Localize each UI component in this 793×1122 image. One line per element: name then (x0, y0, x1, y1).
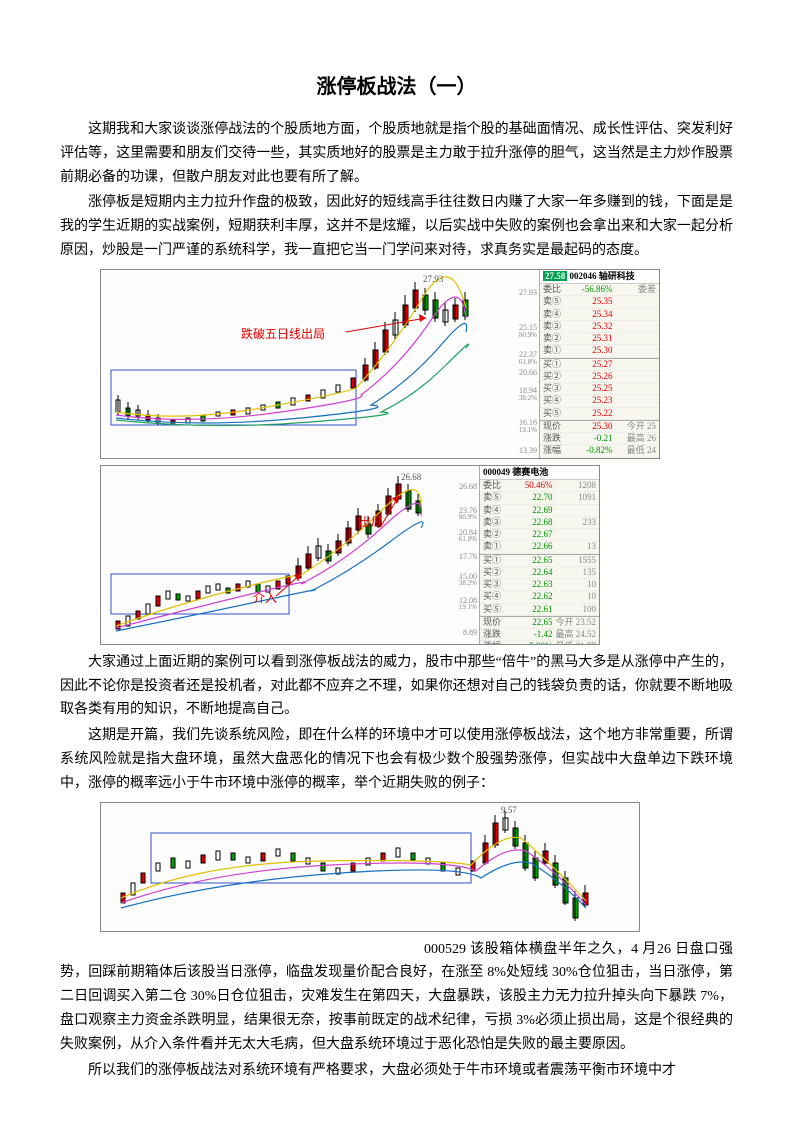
order-row: 卖④25.34 (540, 309, 659, 321)
chart-2-plot: 26.68 (101, 466, 481, 645)
order-row: 买②22.64135 (480, 567, 599, 579)
order-row: 卖①22.6613 (480, 541, 599, 553)
order-row: 买⑤25.22 (540, 408, 659, 420)
order-row: 买⑤22.61100 (480, 604, 599, 616)
chart-2-annotation-out: 出局 (359, 512, 383, 532)
order-row: 买②25.26 (540, 371, 659, 383)
order-row: 买④22.6210 (480, 591, 599, 603)
chart-3: 9.57 (100, 802, 640, 932)
y-axis-label: 38.2% (519, 393, 537, 405)
chart-1-plot: 27.93 (101, 270, 541, 459)
y-axis-label: 27.93 (519, 286, 537, 300)
order-row: 卖④22.69 (480, 505, 599, 517)
quote-row: 现价25.30今开 25 (540, 421, 659, 433)
y-axis-label: 19.1% (519, 425, 537, 437)
order-row: 卖③25.32 (540, 321, 659, 333)
order-row: 卖⑤25.35 (540, 296, 659, 308)
svg-text:26.68: 26.68 (401, 472, 422, 482)
paragraph-2: 涨停板是短期内主力拉升作盘的极致，因此好的短线高手往往数日内赚了大家一年多赚到的… (60, 191, 733, 262)
chart-3-plot: 9.57 (101, 803, 640, 932)
order-row: 卖①25.30 (540, 345, 659, 357)
y-axis-label: 80.9% (519, 330, 537, 342)
chart-2-container: 26.68 介入 出局 000049 德赛电池 委比50.46%1208 卖⑤2… (100, 465, 733, 645)
y-axis-label: 8.89 (463, 626, 477, 640)
page-title: 涨停板战法（一） (60, 70, 733, 104)
chart-1-sidebar: 27.58 002046 轴研科技 委比-56.86%委差 卖⑤25.35卖④2… (539, 270, 659, 458)
quote-row: 涨幅-0.82%最低 24 (540, 445, 659, 457)
quote-row: 总量15198量比 (540, 458, 659, 459)
y-axis-label: 20.66 (519, 366, 537, 380)
y-axis-label: 13.39 (519, 444, 537, 458)
y-axis-label: 19.1% (459, 602, 477, 614)
order-row: 买①22.651555 (480, 555, 599, 567)
y-axis-label: 61.8% (459, 534, 477, 546)
order-row: 买③25.25 (540, 383, 659, 395)
chart-2-sidebar: 000049 德赛电池 委比50.46%1208 卖⑤22.701091卖④22… (479, 466, 599, 644)
order-row: 卖②25.31 (540, 333, 659, 345)
chart-1-container: 27.93 跌破五日线出局 27.58 002046 轴研科技 委比-56.86… (100, 269, 733, 459)
order-row: 买③22.6310 (480, 579, 599, 591)
chart-1-annotation: 跌破五日线出局 (241, 324, 325, 344)
y-axis-label: 17.76 (459, 550, 477, 564)
svg-text:9.57: 9.57 (501, 805, 517, 815)
paragraph-3: 大家通过上面近期的案例可以看到涨停板战法的威力，股市中那些“倍牛”的黑马大多是从… (60, 651, 733, 722)
y-axis-label: 38.2% (459, 578, 477, 590)
quote-row: 涨跌-1.42最高 24.52 (480, 629, 599, 641)
order-row: 卖⑤22.701091 (480, 492, 599, 504)
paragraph-1: 这期我和大家谈谈涨停战法的个股质地方面，个股质地就是指个股的基础面情况、成长性评… (60, 118, 733, 189)
order-row: 卖②22.67 (480, 529, 599, 541)
quote-row: 现价22.65今开 23.52 (480, 617, 599, 629)
chart-2: 26.68 介入 出局 000049 德赛电池 委比50.46%1208 卖⑤2… (100, 465, 600, 645)
quote-row: 涨幅-5.90%最低 21.77 (480, 641, 599, 645)
order-row: 买①25.27 (540, 359, 659, 371)
order-row: 卖③22.68233 (480, 517, 599, 529)
paragraph-6: 所以我们的涨停板战法对系统环境有严格要求，大盘必须处于牛市环境或者震荡平衡市环境… (60, 1059, 733, 1083)
paragraph-4: 这期是开篇，我们先谈系统风险，即在什么样的环境中才可以使用涨停板战法，这个地方非… (60, 724, 733, 795)
paragraph-5: 000529 该股箱体横盘半年之久，4 月26 日盘口强势，回踩前期箱体后该股当… (60, 938, 733, 1057)
chart-2-annotation-in: 介入 (253, 588, 277, 608)
quote-row: 涨跌-0.21最高 26 (540, 433, 659, 445)
chart-3-container: 9.57 (100, 802, 733, 932)
order-row: 买④25.23 (540, 395, 659, 407)
y-axis-label: 26.68 (459, 480, 477, 494)
y-axis-label: 80.9% (459, 512, 477, 524)
chart-1: 27.93 跌破五日线出局 27.58 002046 轴研科技 委比-56.86… (100, 269, 660, 459)
svg-text:27.93: 27.93 (423, 274, 444, 284)
